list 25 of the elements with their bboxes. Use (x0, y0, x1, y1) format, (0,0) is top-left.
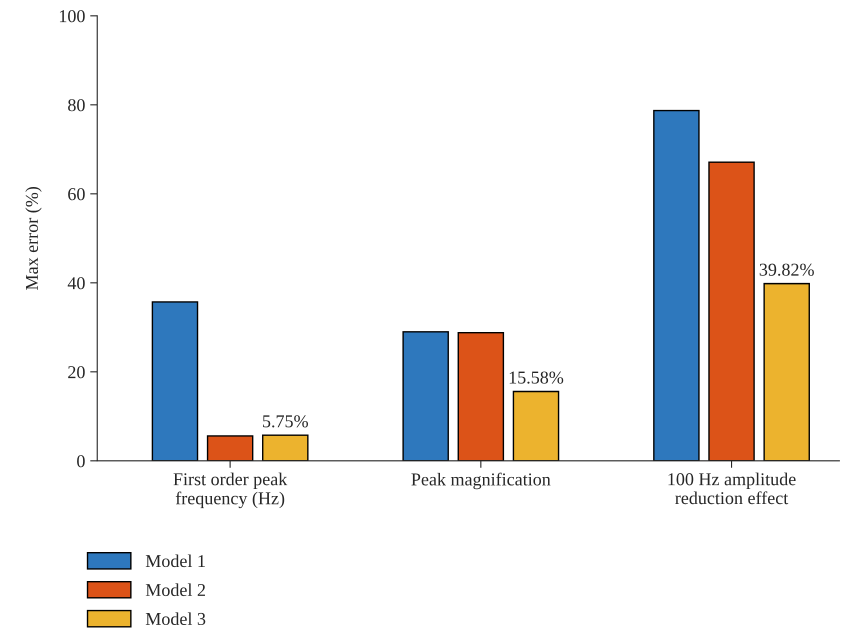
x-tick-label: First order peak frequency (Hz) (173, 472, 288, 508)
legend-label: Model 3 (146, 612, 206, 626)
y-axis-title: Max error (%) (25, 186, 42, 290)
bar (763, 282, 810, 461)
data-label: 39.82% (760, 264, 814, 276)
bar (512, 390, 560, 461)
bar (458, 332, 504, 461)
y-tick-label: 60 (68, 188, 85, 200)
data-label: 5.75% (263, 415, 308, 428)
y-tick-label: 20 (68, 366, 85, 378)
legend-label: Model 1 (146, 554, 205, 568)
bar (402, 331, 449, 461)
y-tick-label: 40 (68, 277, 85, 290)
y-tick-label: 80 (68, 99, 85, 112)
bar (708, 162, 755, 461)
y-tick-label: 0 (77, 455, 85, 468)
x-tick-label: Peak magnification (411, 472, 550, 490)
y-tick-label: 100 (60, 10, 85, 22)
bar (152, 301, 198, 461)
bar (206, 435, 254, 461)
legend-label: Model 2 (146, 583, 205, 596)
bar (653, 110, 700, 461)
x-tick-label: 100 Hz amplitude reduction effect (668, 472, 796, 504)
data-label: 15.58% (510, 371, 564, 384)
bar (262, 434, 309, 461)
